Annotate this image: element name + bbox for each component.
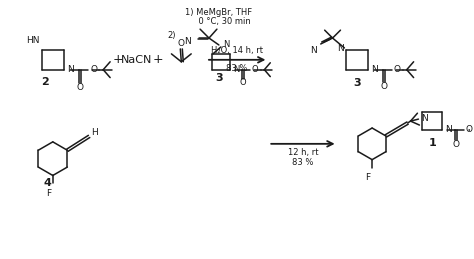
- Text: O: O: [394, 65, 401, 74]
- Text: N: N: [337, 45, 344, 53]
- Text: O: O: [91, 65, 97, 74]
- Text: N: N: [223, 40, 229, 49]
- Text: 12 h, rt: 12 h, rt: [288, 148, 318, 157]
- Text: O: O: [239, 78, 246, 87]
- Text: 3: 3: [215, 73, 223, 83]
- Text: N: N: [310, 46, 317, 55]
- Text: H: H: [91, 128, 98, 137]
- Text: N: N: [445, 126, 452, 134]
- Text: +: +: [152, 53, 163, 66]
- Text: HN: HN: [27, 36, 40, 45]
- Text: O: O: [466, 126, 473, 134]
- Text: O: O: [77, 83, 84, 92]
- Text: O: O: [381, 82, 387, 91]
- Text: N: N: [233, 65, 239, 74]
- Text: 1: 1: [428, 138, 436, 148]
- Text: F: F: [46, 189, 51, 198]
- Text: N: N: [421, 114, 428, 123]
- Text: H₂O, 14 h, rt: H₂O, 14 h, rt: [211, 46, 263, 55]
- Text: N: N: [184, 37, 191, 46]
- Text: O: O: [252, 65, 258, 74]
- Text: NaCN: NaCN: [121, 55, 153, 65]
- Text: 3: 3: [354, 77, 361, 88]
- Text: F: F: [365, 174, 370, 183]
- Text: 1) MeMgBr, THF: 1) MeMgBr, THF: [185, 8, 253, 17]
- Text: O: O: [178, 39, 185, 48]
- Text: N: N: [67, 65, 73, 74]
- Text: +: +: [113, 53, 123, 66]
- Text: 83 %: 83 %: [227, 64, 248, 73]
- Text: N: N: [371, 65, 378, 74]
- Text: 2): 2): [167, 31, 176, 40]
- Text: 0 °C, 30 min: 0 °C, 30 min: [188, 17, 250, 26]
- Text: O: O: [453, 140, 459, 149]
- Text: 2: 2: [41, 77, 49, 87]
- Text: 83 %: 83 %: [292, 158, 314, 167]
- Text: 4: 4: [44, 178, 52, 188]
